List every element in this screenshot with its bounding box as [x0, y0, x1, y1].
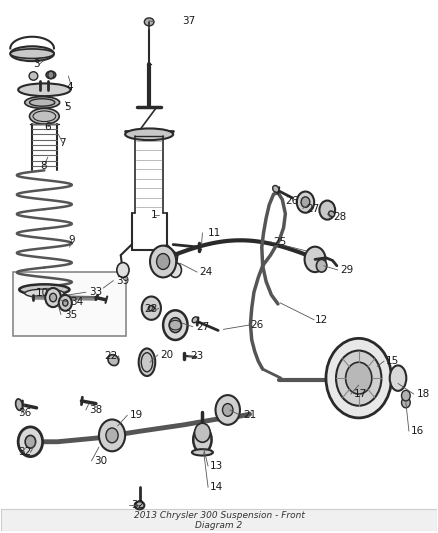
Text: 1: 1: [151, 211, 158, 220]
Text: 33: 33: [89, 287, 102, 297]
Text: 12: 12: [315, 315, 328, 325]
Text: 36: 36: [18, 408, 32, 418]
Text: 35: 35: [64, 310, 77, 319]
Circle shape: [59, 295, 72, 311]
Circle shape: [326, 338, 392, 418]
Text: 18: 18: [417, 389, 430, 399]
Circle shape: [402, 390, 410, 401]
Text: 5: 5: [64, 102, 71, 112]
Text: 10: 10: [35, 288, 49, 298]
Ellipse shape: [192, 317, 198, 323]
Text: 25: 25: [274, 237, 287, 247]
Ellipse shape: [29, 72, 38, 80]
Circle shape: [18, 427, 42, 457]
Text: 4: 4: [66, 82, 73, 92]
Circle shape: [336, 351, 381, 406]
Ellipse shape: [108, 354, 119, 366]
Ellipse shape: [29, 108, 59, 124]
Circle shape: [117, 263, 129, 277]
Text: 19: 19: [130, 410, 143, 420]
Circle shape: [319, 200, 335, 220]
Circle shape: [99, 419, 125, 451]
Ellipse shape: [148, 305, 154, 311]
Ellipse shape: [193, 426, 212, 453]
Text: 32: 32: [131, 500, 144, 511]
Text: 28: 28: [333, 212, 346, 222]
Circle shape: [169, 263, 181, 277]
Text: 38: 38: [89, 405, 102, 415]
Text: 24: 24: [199, 267, 212, 277]
Circle shape: [223, 403, 233, 416]
Ellipse shape: [145, 18, 154, 26]
Text: 14: 14: [210, 482, 223, 492]
Circle shape: [49, 293, 57, 302]
Text: 26: 26: [286, 196, 299, 206]
Text: 22: 22: [104, 351, 118, 361]
Ellipse shape: [25, 96, 60, 108]
Circle shape: [150, 246, 176, 277]
Circle shape: [156, 254, 170, 270]
Bar: [1, 508, 437, 531]
Text: 2013 Chrysler 300 Suspension - Front
Diagram 2: 2013 Chrysler 300 Suspension - Front Dia…: [134, 511, 304, 530]
Circle shape: [304, 247, 325, 272]
Circle shape: [402, 397, 410, 408]
Text: 11: 11: [208, 228, 221, 238]
Circle shape: [163, 310, 187, 340]
Ellipse shape: [125, 128, 173, 140]
Circle shape: [48, 71, 54, 79]
Ellipse shape: [328, 211, 335, 216]
Circle shape: [25, 435, 35, 448]
Text: 30: 30: [95, 456, 108, 466]
Text: 17: 17: [353, 389, 367, 399]
Text: 28: 28: [144, 304, 157, 314]
Ellipse shape: [18, 83, 71, 96]
Text: 13: 13: [210, 461, 223, 471]
Circle shape: [297, 191, 314, 213]
Circle shape: [169, 318, 181, 333]
Circle shape: [142, 296, 161, 320]
Text: 7: 7: [60, 138, 66, 148]
Ellipse shape: [192, 449, 213, 456]
Ellipse shape: [390, 366, 406, 391]
Ellipse shape: [272, 185, 279, 192]
Text: 9: 9: [68, 235, 75, 245]
Ellipse shape: [19, 284, 70, 295]
Text: 39: 39: [117, 276, 130, 286]
Ellipse shape: [139, 349, 155, 376]
Text: 6: 6: [44, 122, 51, 132]
Text: 23: 23: [191, 351, 204, 361]
Circle shape: [316, 260, 327, 272]
Ellipse shape: [11, 46, 54, 61]
Text: 26: 26: [251, 320, 264, 330]
Ellipse shape: [25, 289, 64, 297]
Bar: [13, 272, 127, 336]
Text: 27: 27: [196, 322, 209, 332]
Text: 8: 8: [40, 161, 46, 171]
Ellipse shape: [11, 49, 54, 59]
Text: 21: 21: [243, 410, 256, 420]
Ellipse shape: [46, 71, 56, 79]
Circle shape: [45, 288, 61, 307]
Circle shape: [63, 300, 68, 306]
Text: 37: 37: [182, 16, 195, 26]
Text: 15: 15: [386, 356, 399, 366]
Text: 16: 16: [411, 426, 424, 436]
Text: 34: 34: [70, 297, 83, 307]
Text: 27: 27: [306, 204, 320, 214]
Ellipse shape: [16, 399, 22, 410]
Circle shape: [106, 428, 118, 443]
Circle shape: [194, 423, 210, 442]
Text: 29: 29: [340, 265, 353, 275]
Circle shape: [301, 197, 310, 207]
Text: 3: 3: [33, 59, 40, 69]
Ellipse shape: [135, 502, 145, 510]
Circle shape: [215, 395, 240, 425]
Circle shape: [346, 362, 372, 394]
Text: 20: 20: [160, 350, 173, 360]
Text: 32: 32: [18, 447, 32, 457]
